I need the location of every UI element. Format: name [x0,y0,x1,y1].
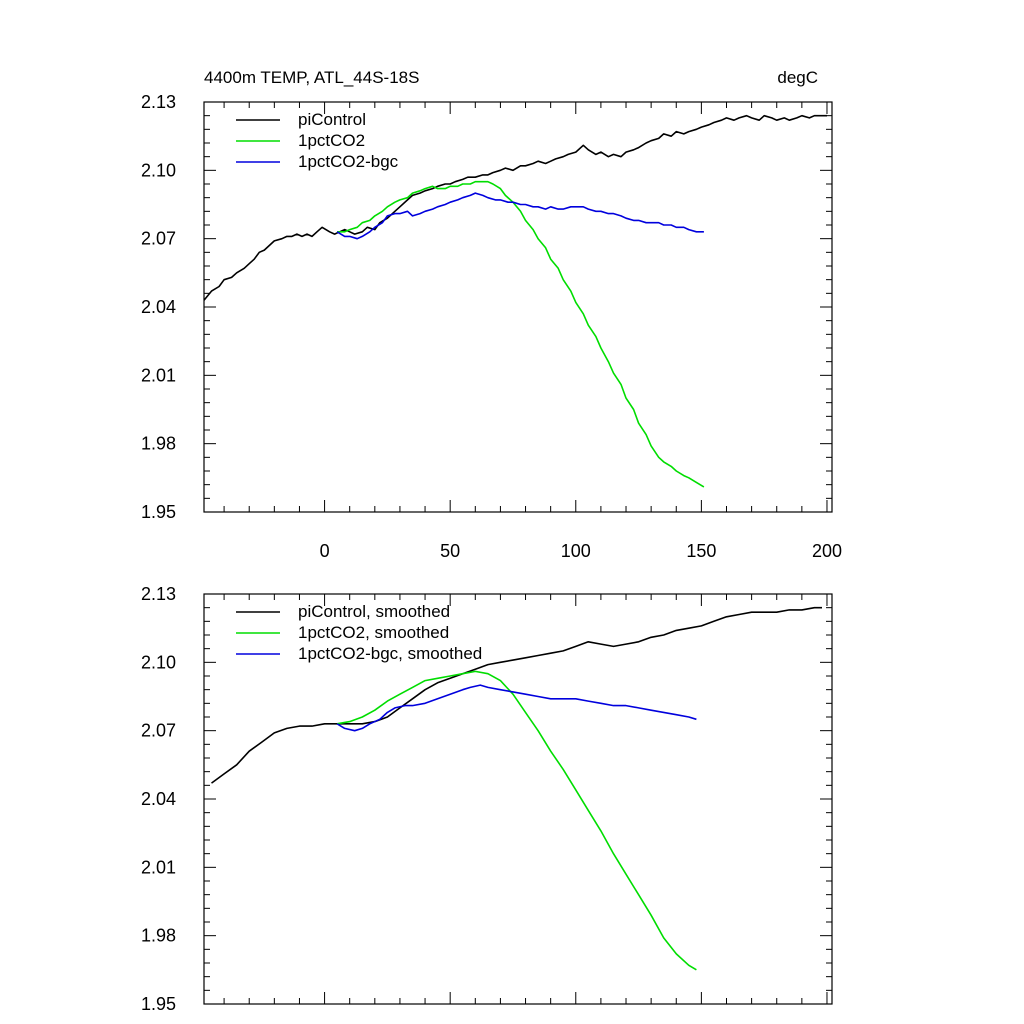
y-tick-label: 2.13 [141,584,176,604]
panel-units-label: degC [777,68,818,87]
series-line-picontrol-smoothed [211,606,822,784]
y-tick-label: 2.01 [141,365,176,385]
y-tick-label: 2.07 [141,721,176,741]
legend-label: 1pctCO2-bgc [298,152,399,171]
legend-label: piControl, smoothed [298,602,450,621]
x-tick-label: 0 [320,541,330,561]
series-line-1pctco2-smoothed [336,670,697,971]
legend-label: 1pctCO2, smoothed [298,623,449,642]
y-tick-label: 2.04 [141,789,176,809]
y-tick-label: 1.98 [141,434,176,454]
y-tick-label: 1.98 [141,926,176,946]
series-line-1pctco2-bgc [336,192,704,240]
series-line-1pctco2-bgc-smoothed [336,684,697,732]
y-tick-label: 2.10 [141,160,176,180]
panel-title-left: 4400m TEMP, ATL_44S-18S [204,68,419,87]
x-tick-label: 200 [812,541,842,561]
x-tick-label: 50 [440,541,460,561]
legend-label: 1pctCO2 [298,131,365,150]
top-line-chart: 1.95 1.98 2.01 2.04 2.07 2.10 2.13 0 50 100 150 200… [141,92,842,561]
y-tick-label: 2.10 [141,652,176,672]
y-tick-label: 1.95 [141,994,176,1014]
x-tick-label: 100 [561,541,591,561]
legend-label: 1pctCO2-bgc, smoothed [298,644,482,663]
series-line-picontrol [203,114,827,301]
y-tick-label: 2.01 [141,857,176,877]
y-tick-label: 2.13 [141,92,176,112]
y-tick-label: 1.95 [141,502,176,522]
legend-label: piControl [298,110,366,129]
x-tick-label: 150 [686,541,716,561]
y-tick-label: 2.04 [141,297,176,317]
bottom-line-chart: 1.95 1.98 2.01 2.04 2.07 2.10 2.13 piControl, s… [141,584,833,1014]
series-line-1pctco2 [337,180,705,488]
y-tick-label: 2.07 [141,229,176,249]
